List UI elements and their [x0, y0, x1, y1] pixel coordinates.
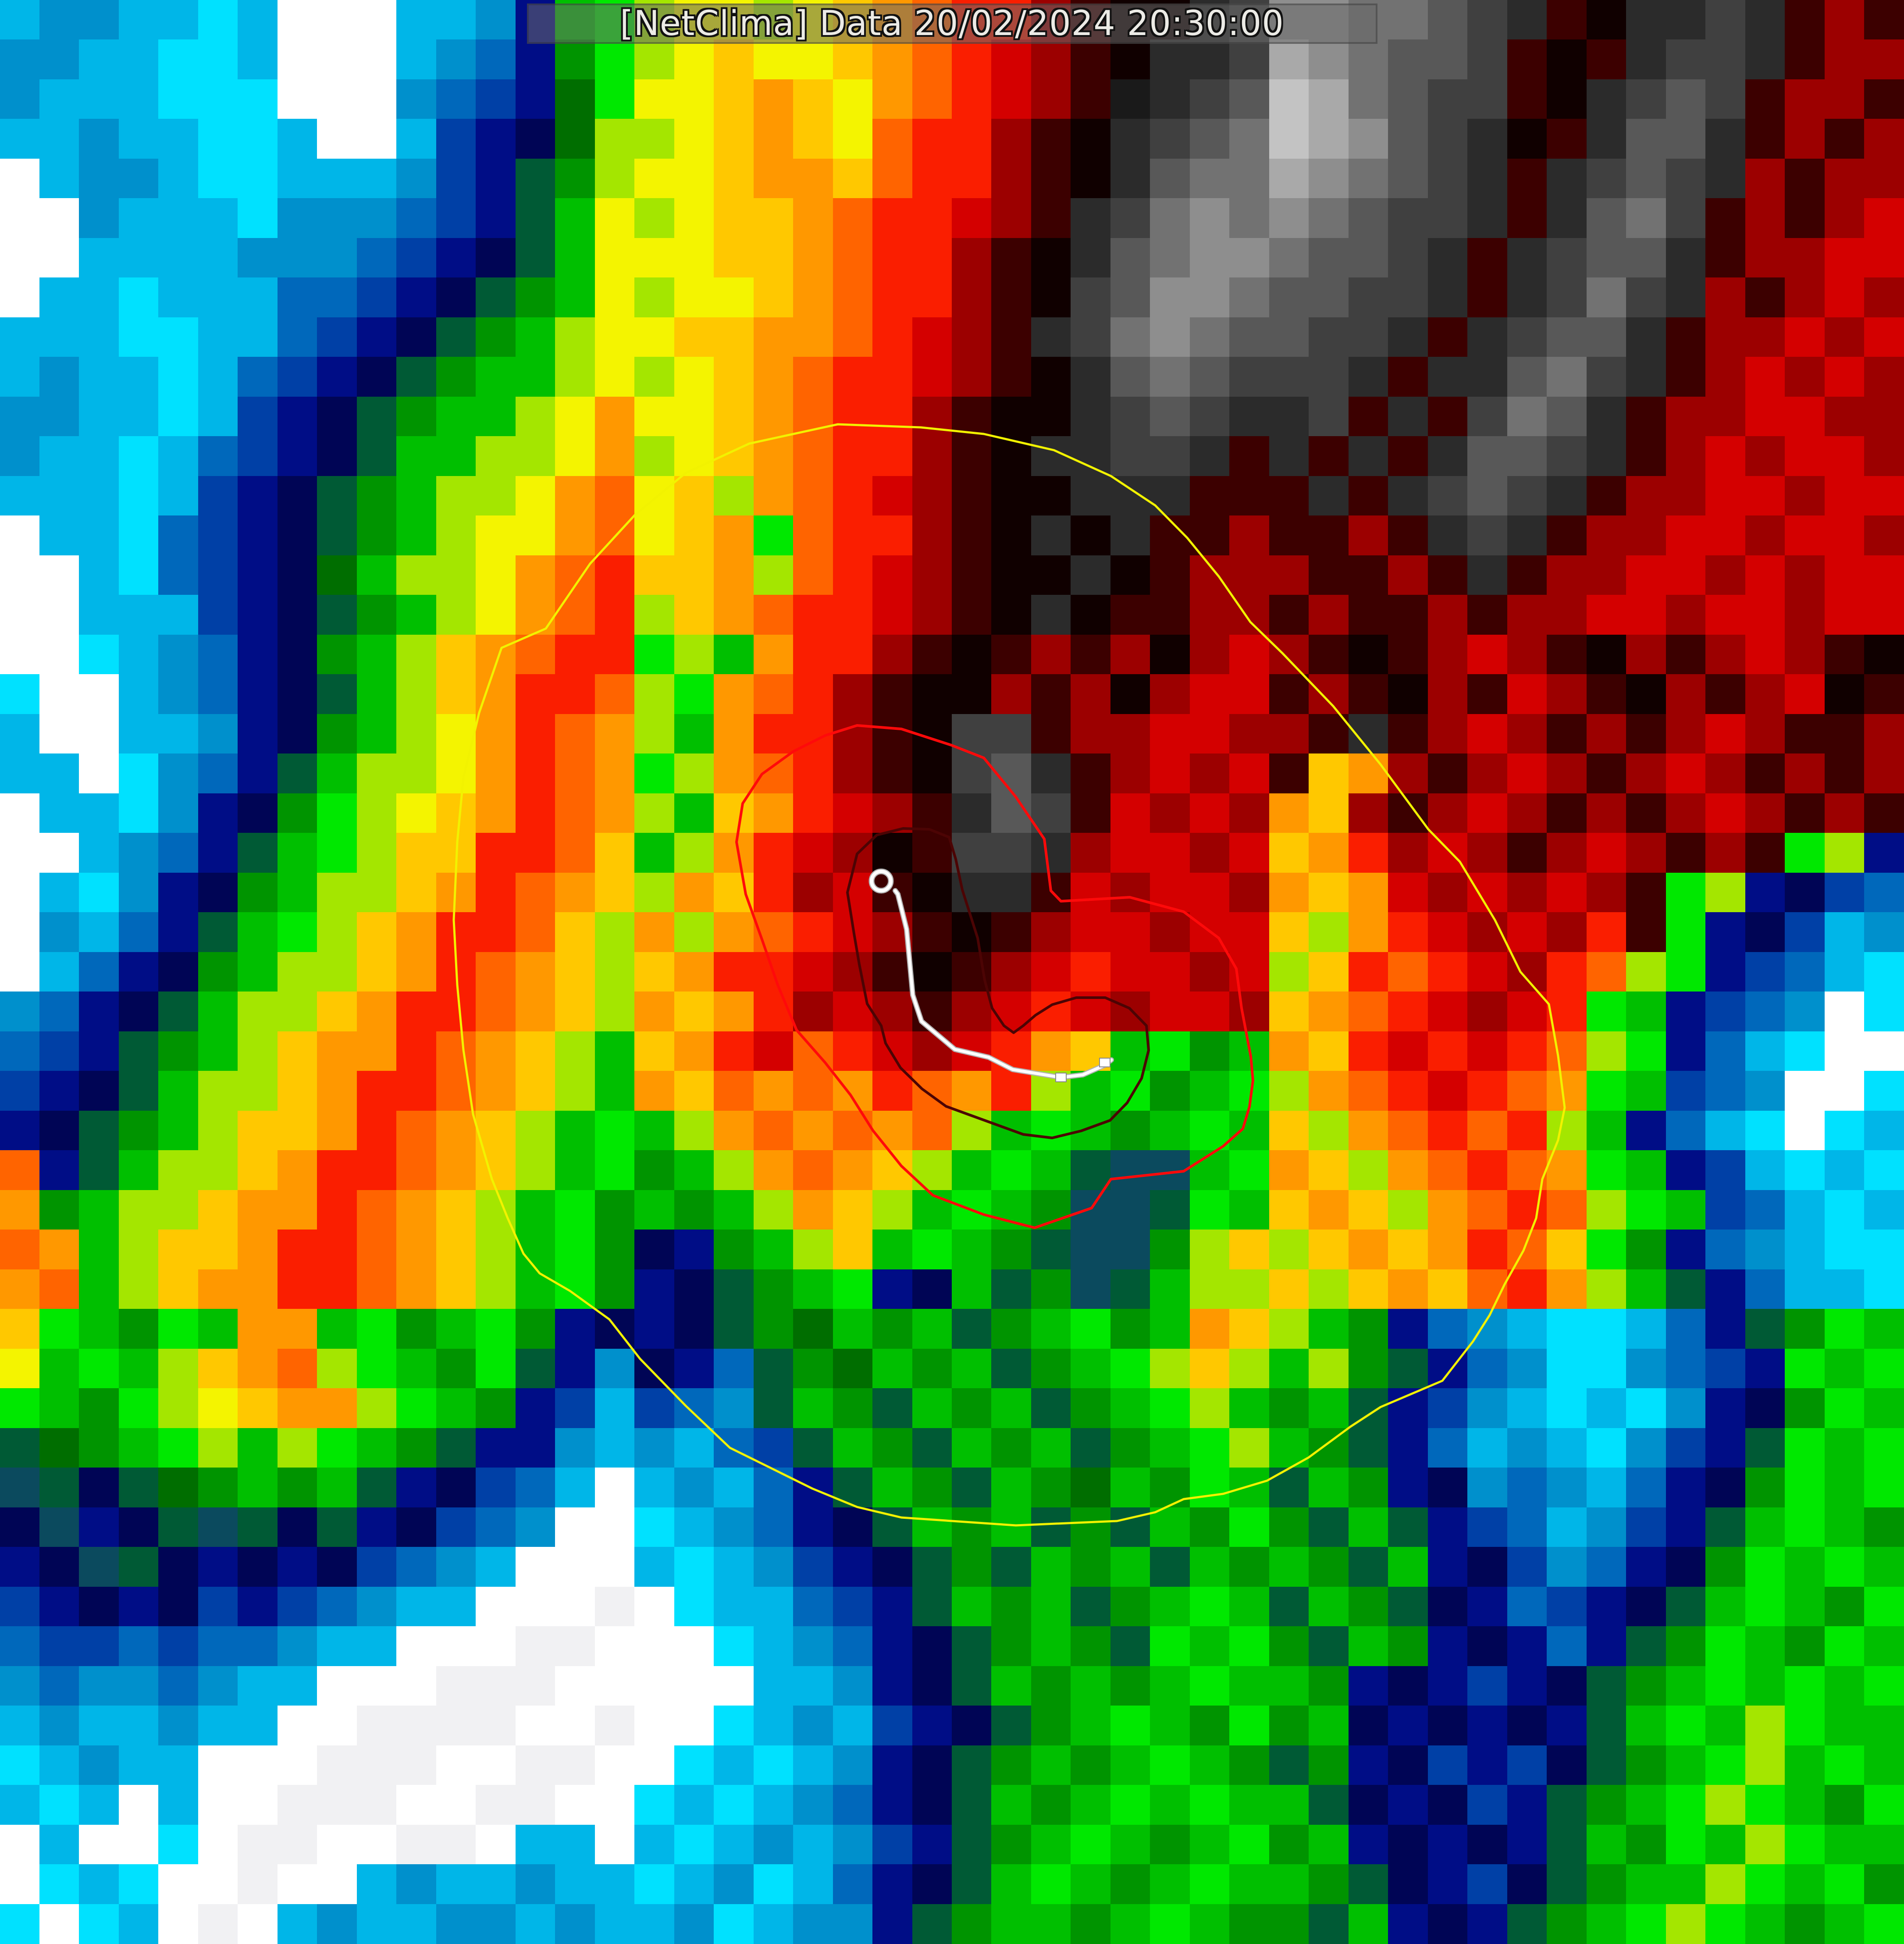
title-bar: [NetClima] Data 20/02/2024 20:30:00 [527, 4, 1377, 44]
track-point-marker [1099, 1058, 1110, 1067]
storm-track-shadow [893, 888, 1114, 1080]
inner-core-contour [846, 827, 1150, 1139]
track-point-marker [1055, 1073, 1067, 1082]
storm-track-line [893, 889, 1113, 1079]
track-start-ring [870, 870, 893, 892]
middle-intensity-contour [735, 724, 1254, 1229]
title-text: [NetClima] Data 20/02/2024 20:30:00 [620, 4, 1284, 43]
outer-range-contour [452, 423, 1566, 1527]
